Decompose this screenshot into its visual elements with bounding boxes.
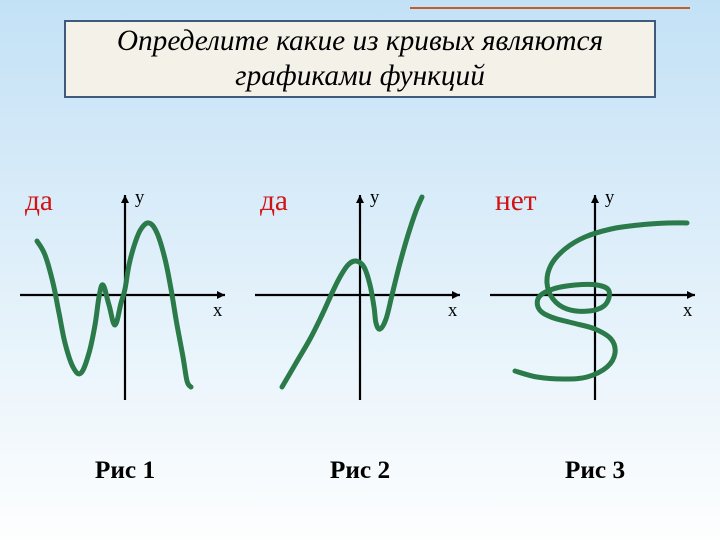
figure-caption: Рис 1 [15,456,235,485]
figure-caption: Рис 3 [485,456,705,485]
curve [25,195,225,395]
curve [260,195,460,395]
y-axis-label: у [135,187,144,209]
x-axis-label: х [683,300,692,322]
figure-caption: Рис 2 [250,456,470,485]
y-axis-label: у [370,187,379,209]
x-axis-label: х [213,300,222,322]
y-axis-label: у [605,187,614,209]
title-text: Определите какие из кривых являются граф… [86,24,634,94]
title-box: Определите какие из кривых являются граф… [64,20,656,98]
slide-page: Определите какие из кривых являются граф… [0,0,720,540]
curve [495,195,695,395]
decorative-top-rule [410,7,690,9]
plot-1: даухРис 1 [15,185,235,445]
plot-3: нетухРис 3 [485,185,705,445]
plot-2: даухРис 2 [250,185,470,445]
x-axis-label: х [448,300,457,322]
plots-row: даухРис 1даухРис 2нетухРис 3 [0,185,720,445]
